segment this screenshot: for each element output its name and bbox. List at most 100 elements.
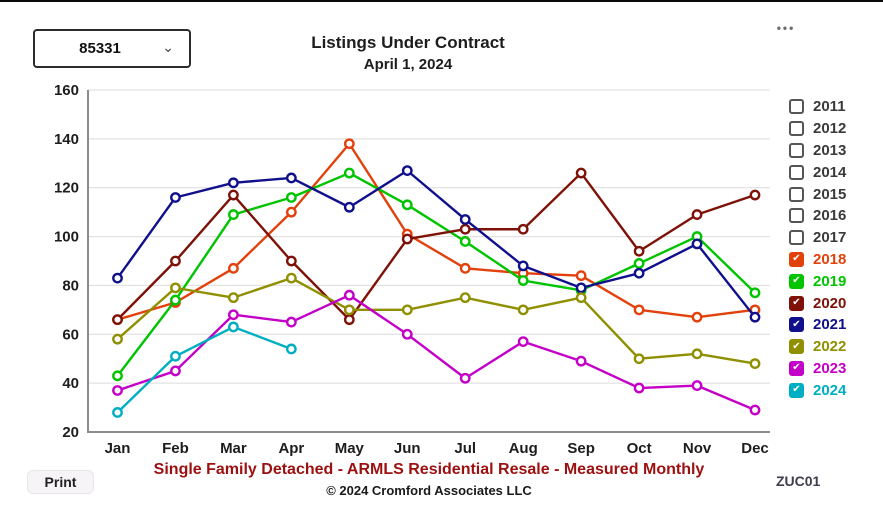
checkbox-unchecked-icon[interactable] bbox=[789, 186, 804, 202]
legend-year-label: 2023 bbox=[813, 359, 847, 377]
data-point-2021-Aug bbox=[517, 260, 529, 272]
data-point-2023-Mar bbox=[228, 309, 239, 321]
data-point-2023-Jan bbox=[112, 385, 123, 396]
legend-item-2023[interactable]: ✔ 2023 bbox=[789, 358, 846, 380]
data-point-2023-Oct bbox=[633, 382, 645, 394]
copyright-text: © 2024 Cromford Associates LLC bbox=[326, 483, 532, 498]
legend-item-2013[interactable]: 2013 bbox=[789, 140, 846, 162]
ellipsis-menu-icon[interactable]: ••• bbox=[776, 21, 796, 35]
data-point-2024-Apr bbox=[285, 343, 297, 355]
checkbox-checked-icon[interactable]: ✔ bbox=[789, 295, 804, 311]
data-point-2020-Dec bbox=[749, 189, 761, 201]
legend-year-label: 2017 bbox=[813, 229, 847, 247]
checkbox-unchecked-icon[interactable] bbox=[789, 164, 804, 180]
checkbox-checked-icon[interactable]: ✔ bbox=[789, 382, 804, 398]
checkbox-checked-icon[interactable]: ✔ bbox=[789, 251, 804, 267]
chart-footnote: Single Family Detached - ARMLS Residenti… bbox=[153, 461, 705, 478]
data-point-2021-Feb bbox=[170, 192, 181, 203]
print-button[interactable]: Print bbox=[27, 470, 94, 494]
data-point-2021-Apr bbox=[285, 172, 297, 184]
data-point-2023-Apr bbox=[285, 316, 297, 328]
data-point-2021-Jun bbox=[401, 165, 413, 177]
series-line-2023 bbox=[117, 294, 756, 412]
checkbox-unchecked-icon[interactable] bbox=[789, 230, 804, 246]
data-point-2020-Sep bbox=[575, 167, 587, 179]
legend-item-2015[interactable]: 2015 bbox=[789, 183, 846, 205]
data-point-2024-Mar bbox=[228, 321, 239, 333]
data-point-2021-May bbox=[343, 201, 355, 213]
checkbox-unchecked-icon[interactable] bbox=[789, 142, 804, 158]
data-point-2021-Jan bbox=[112, 272, 123, 284]
data-point-2019-Feb bbox=[170, 294, 181, 306]
data-point-2024-Feb bbox=[170, 350, 181, 362]
checkbox-unchecked-icon[interactable] bbox=[789, 99, 804, 115]
checkbox-checked-icon[interactable]: ✔ bbox=[789, 360, 804, 376]
checkbox-unchecked-icon[interactable] bbox=[789, 121, 804, 137]
legend-item-2018[interactable]: ✔ 2018 bbox=[789, 249, 846, 271]
legend-item-2021[interactable]: ✔ 2021 bbox=[789, 314, 846, 336]
data-point-2020-Nov bbox=[691, 209, 703, 220]
data-point-2019-Dec bbox=[749, 287, 761, 299]
legend-year-label: 2015 bbox=[813, 185, 847, 203]
legend-item-2012[interactable]: 2012 bbox=[789, 118, 846, 140]
legend-year-label: 2024 bbox=[813, 381, 847, 399]
y-tick-label: 80 bbox=[62, 277, 79, 294]
checkbox-unchecked-icon[interactable] bbox=[789, 208, 804, 224]
data-point-2023-Jul bbox=[459, 372, 471, 384]
y-tick-label: 40 bbox=[62, 375, 79, 392]
data-point-2022-Oct bbox=[633, 353, 645, 365]
x-tick-label: Apr bbox=[278, 440, 304, 457]
x-tick-label: Jul bbox=[454, 440, 476, 457]
legend-item-2019[interactable]: ✔ 2019 bbox=[789, 270, 846, 292]
x-tick-label: Dec bbox=[741, 440, 769, 457]
data-point-2023-Sep bbox=[575, 355, 587, 367]
data-point-2022-Apr bbox=[285, 272, 297, 284]
x-tick-label: Jan bbox=[105, 440, 131, 457]
y-tick-label: 120 bbox=[54, 180, 79, 197]
legend-year-label: 2011 bbox=[813, 98, 846, 116]
data-point-2023-Feb bbox=[170, 365, 181, 377]
data-point-2020-Jul bbox=[459, 223, 471, 235]
data-point-2019-Aug bbox=[517, 275, 529, 286]
legend-item-2016[interactable]: 2016 bbox=[789, 205, 846, 227]
checkbox-checked-icon[interactable]: ✔ bbox=[789, 273, 804, 289]
legend-item-2011[interactable]: 2011 bbox=[789, 96, 846, 118]
zip-code-value: 85331 bbox=[79, 40, 121, 57]
data-point-2018-Oct bbox=[633, 304, 645, 316]
data-point-2019-Apr bbox=[285, 192, 297, 203]
data-point-2020-Jan bbox=[112, 314, 123, 326]
series-line-2021 bbox=[116, 169, 756, 318]
data-point-2022-Sep bbox=[575, 292, 587, 304]
legend-item-2020[interactable]: ✔ 2020 bbox=[789, 292, 846, 314]
chart-code-label: ZUC01 bbox=[776, 473, 821, 489]
x-tick-label: Sep bbox=[567, 440, 595, 457]
data-point-2020-Oct bbox=[633, 245, 645, 257]
legend-item-2024[interactable]: ✔ 2024 bbox=[789, 379, 846, 401]
x-tick-label: May bbox=[335, 440, 365, 457]
legend-item-2022[interactable]: ✔ 2022 bbox=[789, 336, 846, 358]
data-point-2020-Mar bbox=[228, 189, 239, 201]
checkbox-checked-icon[interactable]: ✔ bbox=[789, 317, 804, 333]
data-point-2022-Nov bbox=[691, 348, 703, 360]
y-tick-label: 100 bbox=[54, 229, 79, 246]
zip-code-dropdown[interactable]: 85331 ⌄ bbox=[33, 29, 191, 68]
legend-item-2017[interactable]: 2017 bbox=[789, 227, 846, 249]
series-line-2022 bbox=[116, 276, 756, 365]
data-point-2021-Jul bbox=[459, 214, 471, 225]
series-line-2018 bbox=[117, 142, 756, 321]
data-point-2021-Nov bbox=[691, 238, 703, 250]
checkbox-checked-icon[interactable]: ✔ bbox=[789, 339, 804, 355]
data-point-2018-Jul bbox=[459, 262, 471, 274]
chevron-down-icon: ⌄ bbox=[162, 39, 174, 55]
data-point-2020-Jun bbox=[401, 233, 413, 245]
data-point-2019-Mar bbox=[228, 209, 239, 220]
data-point-2019-May bbox=[343, 167, 355, 179]
data-point-2022-Dec bbox=[749, 358, 761, 369]
data-point-2022-Mar bbox=[228, 292, 239, 304]
chart-header: Listings Under Contract April 1, 2024 bbox=[88, 33, 728, 73]
x-tick-label: Jun bbox=[394, 440, 421, 457]
series-line-2020 bbox=[116, 171, 756, 321]
x-tick-label: Feb bbox=[162, 440, 189, 457]
legend-item-2014[interactable]: 2014 bbox=[789, 161, 846, 183]
data-point-2018-May bbox=[343, 138, 355, 150]
